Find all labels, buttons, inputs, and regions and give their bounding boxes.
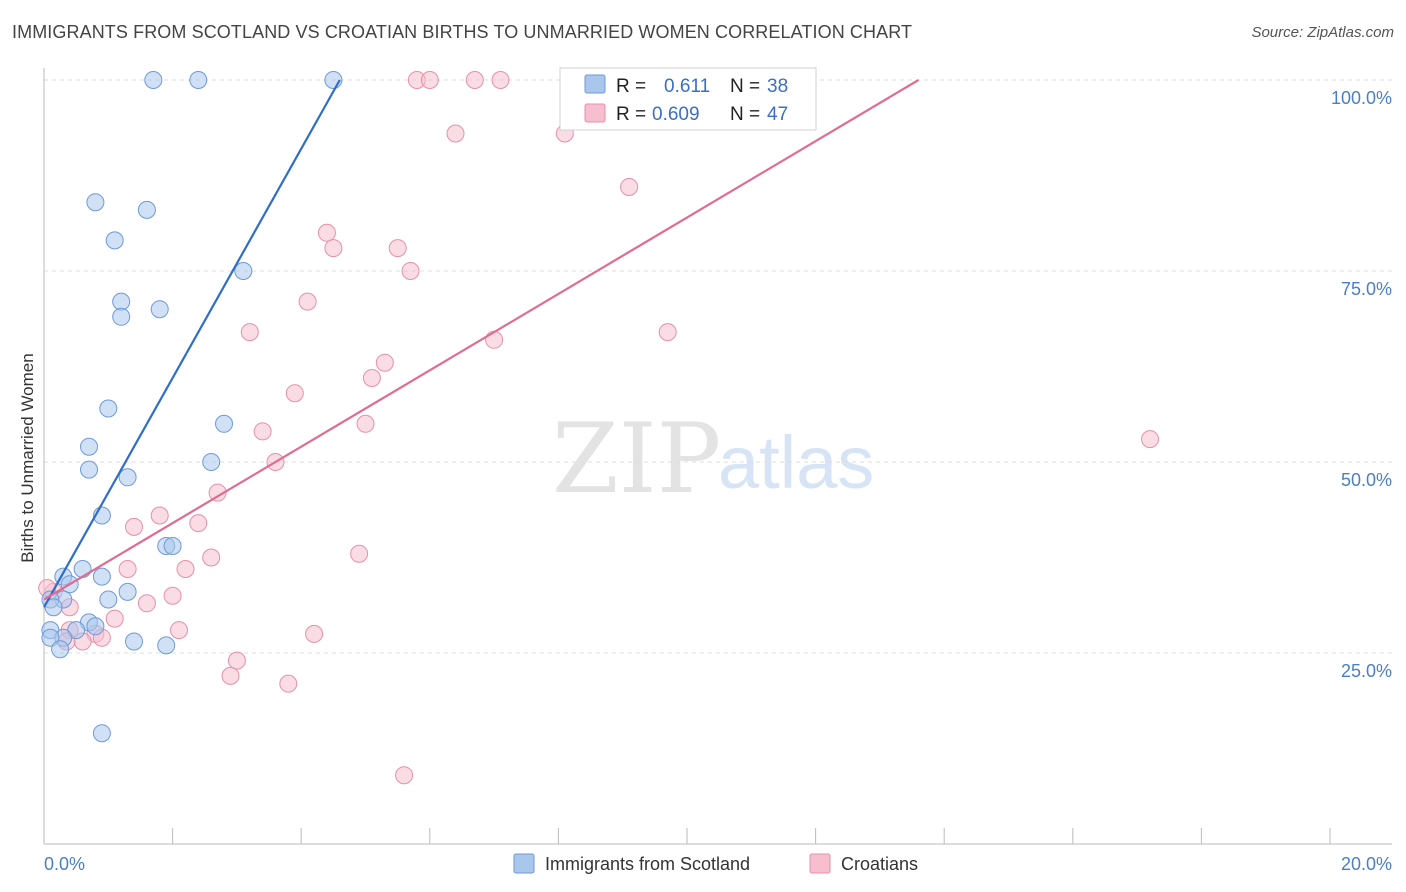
legend-swatch-scotland — [584, 74, 606, 94]
croatians-trend-line — [43, 79, 920, 601]
scotland-point — [92, 567, 111, 586]
legend-r-value-scotland: 0.611 — [664, 76, 710, 97]
croatians-point — [658, 323, 677, 342]
legend-r-label-scotland: R = — [616, 76, 646, 97]
scotland-point — [112, 292, 131, 311]
legend-n-value-scotland: 38 — [767, 76, 788, 97]
scotland-point — [86, 617, 105, 636]
croatians-point — [279, 674, 298, 693]
legend-n-label-croatians: N = — [730, 104, 760, 125]
x-tick-label-max: 20.0% — [1341, 854, 1392, 874]
y-tick-label-25: 25.0% — [1341, 661, 1392, 681]
y-tick-label-50: 50.0% — [1341, 470, 1392, 490]
series-legend-swatch-croatians — [809, 853, 831, 874]
croatians-point — [305, 624, 324, 643]
legend-n-label-scotland: N = — [730, 76, 760, 97]
croatians-point — [401, 262, 420, 280]
croatians-point — [1141, 430, 1159, 449]
croatians-point — [298, 292, 317, 311]
scotland-point — [105, 231, 124, 250]
croatians-point — [105, 609, 124, 628]
croatians-point — [362, 369, 381, 387]
croatians-point — [176, 560, 195, 578]
scotland-point — [137, 200, 156, 219]
scotland-trend-line — [43, 79, 341, 608]
croatians-point — [446, 124, 465, 143]
y-tick-label-100: 100.0% — [1331, 88, 1392, 108]
y-tick-labels: 25.0% 50.0% 75.0% 100.0% — [1331, 88, 1392, 681]
scotland-point — [112, 307, 131, 326]
croatians-point — [620, 178, 639, 196]
croatians-point — [240, 323, 259, 342]
scotland-point — [73, 560, 92, 578]
scotland-point — [99, 590, 118, 609]
croatians-point — [227, 651, 246, 670]
x-tick-label-min: 0.0% — [44, 854, 85, 874]
watermark-zip: ZIP — [552, 403, 721, 515]
scotland-point — [86, 193, 105, 212]
scotland-point — [118, 582, 137, 601]
croatians-point — [395, 766, 414, 785]
scotland-point — [144, 71, 163, 89]
scotland-point — [163, 537, 182, 555]
croatians-point — [285, 384, 304, 403]
series-legend-swatch-scotland — [513, 853, 535, 874]
croatians-point — [388, 239, 407, 258]
y-tick-label-75: 75.0% — [1341, 279, 1392, 299]
croatians-point — [118, 560, 137, 578]
chart-title: IMMIGRANTS FROM SCOTLAND VS CROATIAN BIR… — [12, 22, 913, 42]
scotland-points — [41, 71, 343, 743]
scotland-point — [189, 71, 208, 89]
croatians-point — [465, 71, 484, 89]
croatians-point — [253, 422, 272, 441]
scotland-point — [51, 640, 70, 659]
source-credit: Source: ZipAtlas.com — [1251, 24, 1394, 41]
axes — [43, 68, 1392, 845]
legend-swatch-croatians — [584, 103, 606, 123]
legend-n-value-croatians: 47 — [767, 104, 788, 125]
series-legend-label-scotland: Immigrants from Scotland — [545, 854, 750, 874]
croatians-point — [420, 71, 439, 89]
croatians-point — [324, 239, 343, 258]
scotland-point — [150, 300, 169, 319]
scotland-point — [125, 632, 143, 651]
scotland-point — [99, 399, 118, 418]
croatians-point — [150, 506, 169, 525]
scotland-point — [80, 437, 98, 456]
gridlines — [44, 79, 1392, 654]
scotland-point — [234, 262, 253, 280]
croatians-point — [491, 71, 510, 89]
croatians-point — [375, 353, 394, 372]
scotland-point — [41, 628, 60, 647]
scotland-point — [157, 636, 176, 655]
croatians-point — [189, 514, 208, 533]
croatians-point — [170, 621, 188, 640]
croatians-point — [221, 666, 240, 685]
series-legend-label-croatians: Croatians — [841, 854, 918, 874]
croatians-point — [163, 586, 182, 605]
croatians-point — [350, 544, 369, 563]
croatians-point — [356, 414, 375, 433]
scotland-point — [215, 414, 233, 433]
correlation-legend: R = 0.611 N = 38 R = 0.609 N = 47 — [559, 67, 817, 131]
scotland-point — [92, 724, 111, 743]
scotland-point — [118, 468, 137, 487]
croatians-point — [202, 548, 221, 567]
legend-r-label-croatians: R = — [616, 104, 646, 125]
croatians-point — [317, 223, 336, 242]
scotland-point — [80, 460, 98, 479]
x-tick-labels: 0.0% 20.0% — [44, 854, 1392, 874]
trend-lines — [43, 79, 920, 608]
croatians-point — [137, 594, 156, 613]
series-legend: Immigrants from Scotland Croatians — [513, 853, 918, 874]
croatians-point — [125, 517, 143, 536]
scotland-point — [202, 453, 221, 471]
legend-r-value-croatians: 0.609 — [652, 104, 700, 125]
croatians-point — [485, 330, 504, 349]
